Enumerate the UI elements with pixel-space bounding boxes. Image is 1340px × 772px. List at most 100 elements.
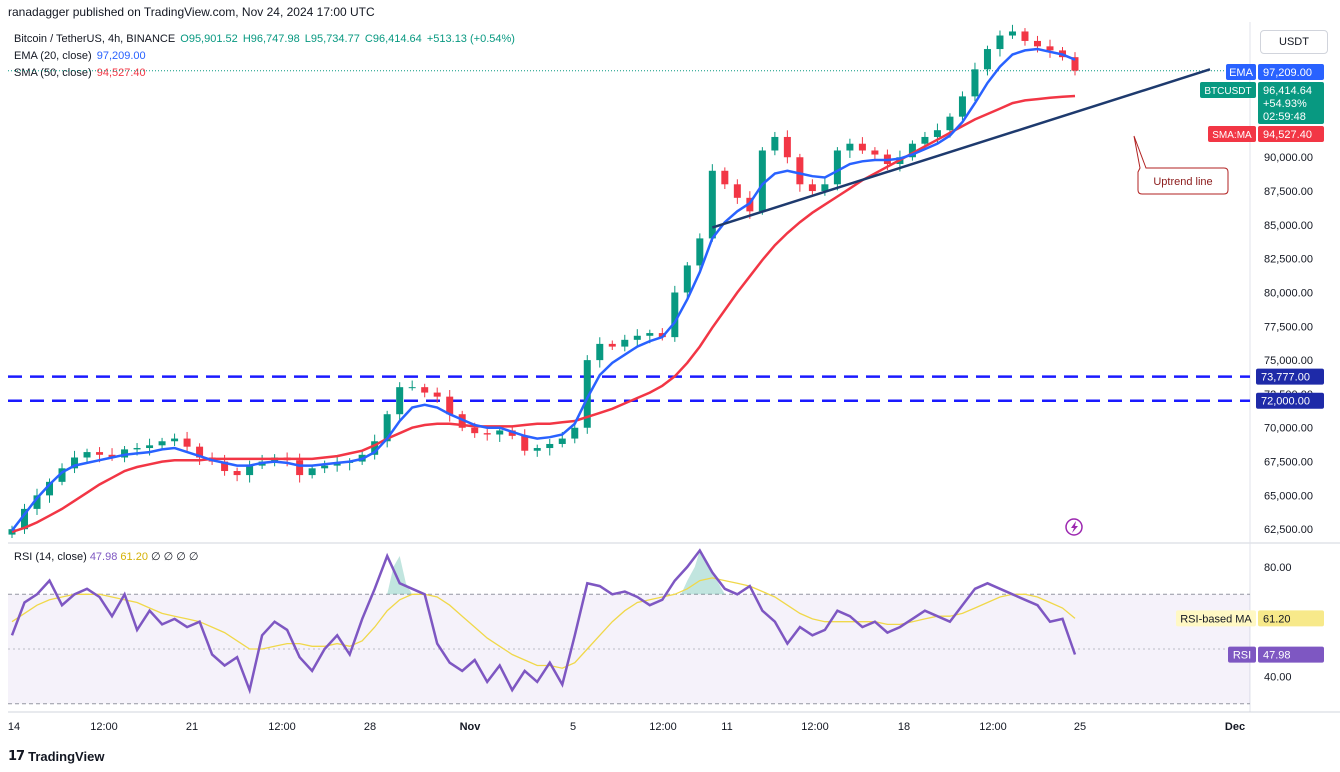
candle-body [458,414,466,428]
ema-line [11,47,1076,532]
rsi-price-label: 47.98 [1263,650,1291,662]
candle-body [371,441,379,455]
rsi-ma-line [11,577,1076,669]
rsi-ma-price-label: 61.20 [1263,613,1291,625]
rsi-legend-value: 47.98 [89,551,118,563]
candle-body [1046,46,1054,51]
candle-body [733,184,741,198]
ema-tag-bg [1226,64,1256,80]
candle-body [783,136,791,158]
candle-body [858,143,866,151]
candle-body [471,427,479,434]
time-tick-label: 12:00 [268,721,296,733]
price-tick-label: 85,000.00 [1264,220,1313,232]
symbol-price-bg [1258,82,1324,124]
candle-body [596,343,604,361]
candle-body [46,481,54,496]
candle-body [958,96,966,117]
candle-body [21,508,29,530]
ohlc-open: O95,901.52 [180,33,238,45]
rsi-legend-label[interactable]: RSI (14, close) [14,551,87,563]
candle-body [1033,40,1041,47]
candle-body [796,157,804,185]
candle-body [533,448,541,451]
candle-body [496,430,504,435]
candle-body [771,136,779,151]
sma-line [11,94,1076,534]
symbol-tag-bg [1200,82,1256,98]
ohlc-close: C96,414.64 [364,33,422,45]
time-tick-label: Nov [460,721,482,733]
candle-body [446,396,454,415]
candle-body [646,333,654,336]
time-tick-label: 14 [8,721,20,733]
annotation-callout [1133,135,1229,195]
candle-body [33,495,41,509]
symbol-title[interactable]: Bitcoin / TetherUS, 4h, BINANCE [14,33,176,45]
tradingview-logo-icon: 𝟭𝟳 [8,748,25,763]
ohlc-high: H96,747.98 [242,33,300,45]
candle-body [58,468,66,482]
candle-body [1071,57,1079,71]
rsi-ma-price-bg [1258,610,1324,627]
sma-tag-label: SMA:MA [1212,130,1252,141]
level-price-tag [1256,368,1324,385]
publisher-line: ranadagger published on TradingView.com,… [8,5,375,19]
sma-legend-label[interactable]: SMA (50, close) [14,67,92,79]
candle-body [308,468,316,476]
candle-body [971,69,979,97]
price-tick-label: 75,000.00 [1264,355,1313,367]
candle-body [558,438,566,444]
rsi-legend: RSI (14, close) 47.98 61.20 ∅ ∅ ∅ ∅ [14,550,199,563]
sma-legend-value: 94,527.40 [96,67,146,79]
candle-body [946,116,954,131]
candle-body [546,443,554,449]
candle-body [433,392,441,397]
currency-selector[interactable]: USDT [1260,30,1328,54]
candle-body [96,452,104,455]
uptrend-line [711,68,1211,229]
candle-body [608,343,616,347]
candle-body [571,427,579,439]
ohlc-change: +513.13 (+0.54%) [426,33,515,45]
level-price-tag [1256,392,1324,409]
candle-body [508,430,516,436]
level-price-label: 73,777.00 [1261,372,1310,384]
candle-body [333,462,341,466]
candle-body [821,184,829,192]
candle-body [583,360,591,428]
rsi-tag-bg [1228,646,1256,663]
time-tick-label: 25 [1074,721,1086,733]
candle-body [108,454,116,458]
candle-body [908,143,916,158]
ema-legend-value: 97,209.00 [96,50,146,62]
tradingview-footer[interactable]: 𝟭𝟳 TradingView [8,748,104,764]
rsi-tick-label: 40.00 [1264,671,1292,683]
candle-body [621,339,629,347]
annotation-text: Uptrend line [1153,176,1212,188]
candle-body [196,446,204,458]
candle-body [696,238,704,266]
candle-body [421,387,429,393]
sma-price-label: 94,527.40 [1263,129,1312,141]
candle-body [408,387,416,389]
candle-body [133,448,141,450]
time-tick-label: 18 [898,721,910,733]
price-tick-label: 77,500.00 [1264,321,1313,333]
candle-body [871,150,879,155]
time-tick-label: 21 [186,721,198,733]
ema-legend-label[interactable]: EMA (20, close) [14,50,92,62]
ohlc-low: L95,734.77 [304,33,360,45]
candle-body [321,465,329,469]
candle-body [833,150,841,185]
candle-body [171,438,179,442]
candle-body [933,130,941,137]
price-tick-label: 70,000.00 [1264,423,1313,435]
rsi-legend-ma-value: 61.20 [120,551,148,563]
candle-body [83,452,91,458]
ema-tag-label: EMA [1229,67,1254,79]
candle-body [983,49,991,70]
rsi-ma-tag-bg [1176,610,1256,627]
time-tick-label: 11 [721,721,732,733]
